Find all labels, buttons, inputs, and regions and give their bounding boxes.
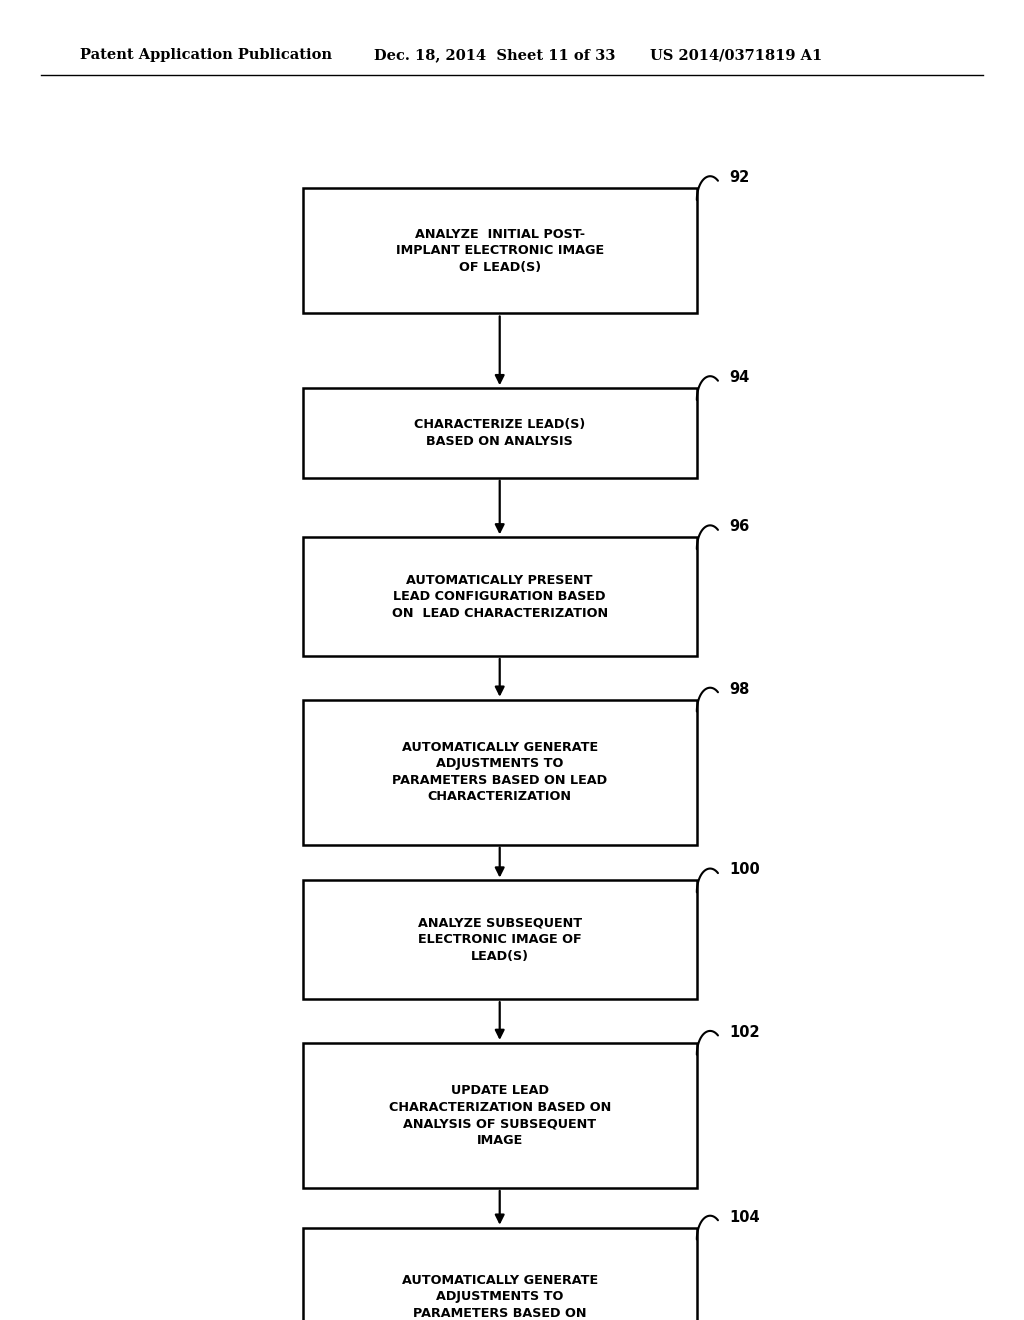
Text: 98: 98 <box>729 681 750 697</box>
Text: AUTOMATICALLY GENERATE
ADJUSTMENTS TO
PARAMETERS BASED ON
UPDATED LEAD
CHARACTER: AUTOMATICALLY GENERATE ADJUSTMENTS TO PA… <box>401 1274 598 1320</box>
Bar <box>303 1043 696 1188</box>
Bar <box>303 1228 696 1320</box>
Bar <box>303 700 696 845</box>
Text: AUTOMATICALLY GENERATE
ADJUSTMENTS TO
PARAMETERS BASED ON LEAD
CHARACTERIZATION: AUTOMATICALLY GENERATE ADJUSTMENTS TO PA… <box>392 741 607 804</box>
Text: 94: 94 <box>729 370 750 385</box>
Text: 92: 92 <box>729 170 750 185</box>
Text: AUTOMATICALLY PRESENT
LEAD CONFIGURATION BASED
ON  LEAD CHARACTERIZATION: AUTOMATICALLY PRESENT LEAD CONFIGURATION… <box>391 574 608 619</box>
Text: 104: 104 <box>729 1209 760 1225</box>
Text: UPDATE LEAD
CHARACTERIZATION BASED ON
ANALYSIS OF SUBSEQUENT
IMAGE: UPDATE LEAD CHARACTERIZATION BASED ON AN… <box>388 1084 611 1147</box>
Bar <box>303 187 696 313</box>
Text: Dec. 18, 2014  Sheet 11 of 33: Dec. 18, 2014 Sheet 11 of 33 <box>374 49 615 62</box>
Text: US 2014/0371819 A1: US 2014/0371819 A1 <box>650 49 822 62</box>
Text: ANALYZE  INITIAL POST-
IMPLANT ELECTRONIC IMAGE
OF LEAD(S): ANALYZE INITIAL POST- IMPLANT ELECTRONIC… <box>395 228 604 273</box>
Bar <box>303 537 696 656</box>
Text: 96: 96 <box>729 519 750 535</box>
Text: 102: 102 <box>729 1024 760 1040</box>
Bar <box>303 388 696 478</box>
Bar <box>303 880 696 999</box>
Text: Patent Application Publication: Patent Application Publication <box>80 49 332 62</box>
Text: CHARACTERIZE LEAD(S)
BASED ON ANALYSIS: CHARACTERIZE LEAD(S) BASED ON ANALYSIS <box>414 418 586 447</box>
Text: 100: 100 <box>729 862 761 878</box>
Text: ANALYZE SUBSEQUENT
ELECTRONIC IMAGE OF
LEAD(S): ANALYZE SUBSEQUENT ELECTRONIC IMAGE OF L… <box>418 917 582 962</box>
